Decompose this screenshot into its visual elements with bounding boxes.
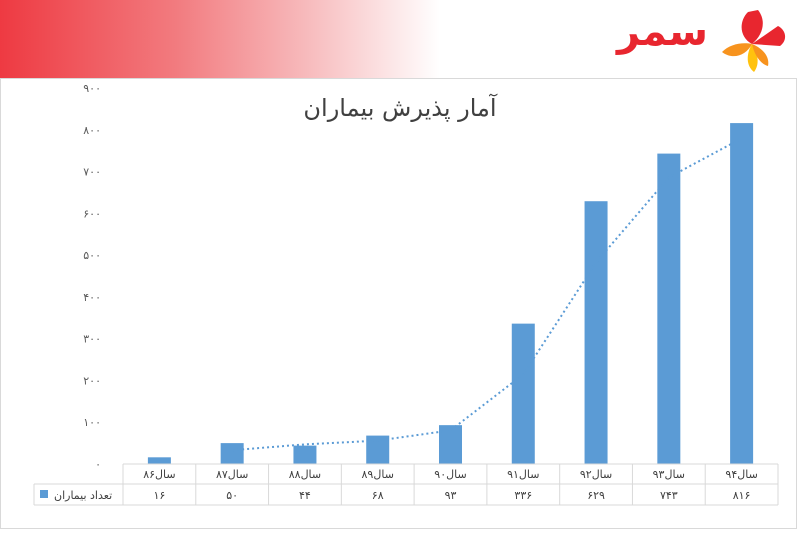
data-value-label: ۶۸ [372, 489, 384, 502]
y-tick-label: ۹۰۰ [83, 82, 101, 95]
chart-title: آمار پذیرش بیماران [303, 94, 497, 122]
brand-logo-icon [722, 10, 786, 72]
legend-key [40, 490, 48, 498]
category-label: سال۸۷ [216, 468, 248, 481]
y-tick-label: ۱۰۰ [83, 416, 101, 429]
data-value-label: ۵۰ [226, 489, 238, 502]
y-axis: ۰ ۱۰۰ ۲۰۰ ۳۰۰ ۴۰۰ ۵۰۰ ۶۰۰ ۷۰۰ ۸۰۰ ۹۰۰ [83, 82, 101, 471]
category-label: سال۹۳ [653, 468, 685, 481]
y-tick-label: ۴۰۰ [83, 291, 101, 304]
category-label: سال۸۸ [289, 468, 321, 481]
data-value-label: ۹۳ [445, 489, 457, 502]
data-value-label: ۱۶ [153, 489, 165, 502]
y-tick-label: ۰ [95, 458, 101, 471]
y-tick-label: ۶۰۰ [83, 207, 101, 220]
bar [147, 457, 171, 464]
y-tick-label: ۸۰۰ [83, 124, 101, 137]
category-label: سال۹۱ [507, 468, 539, 481]
brand-logo-text: سمر [616, 9, 708, 55]
data-value-label: ۴۴ [299, 489, 311, 502]
bar [220, 443, 244, 464]
header-banner [0, 0, 800, 78]
trendline [232, 137, 743, 452]
bar [657, 153, 681, 464]
category-label: سال۸۹ [362, 468, 394, 481]
y-tick-label: ۵۰۰ [83, 249, 101, 262]
category-label: سال۹۰ [434, 468, 466, 481]
data-table: سال۸۶ سال۸۷ سال۸۸ سال۸۹ سال۹۰ سال۹۱ سال۹۲ سال۹۳… [33, 463, 779, 506]
data-value-label: ۶۲۹ [587, 489, 605, 502]
bar [511, 323, 535, 464]
category-label: سال۹۴ [725, 468, 757, 481]
bar [366, 435, 390, 464]
bar [293, 445, 317, 464]
bar [730, 123, 754, 465]
trendline-group [232, 137, 743, 452]
data-value-label: ۳۳۶ [514, 489, 532, 502]
y-tick-label: ۲۰۰ [83, 374, 101, 387]
bar [584, 201, 608, 464]
data-value-label: ۸۱۶ [733, 489, 751, 502]
bar [439, 425, 462, 464]
category-label: سال۸۶ [143, 468, 175, 481]
legend-series-name: تعداد بیماران [54, 489, 112, 502]
category-label: سال۹۲ [580, 468, 612, 481]
bars-group [147, 123, 754, 465]
data-value-label: ۷۴۳ [660, 489, 678, 502]
y-tick-label: ۳۰۰ [83, 333, 101, 346]
y-tick-label: ۷۰۰ [83, 166, 101, 179]
